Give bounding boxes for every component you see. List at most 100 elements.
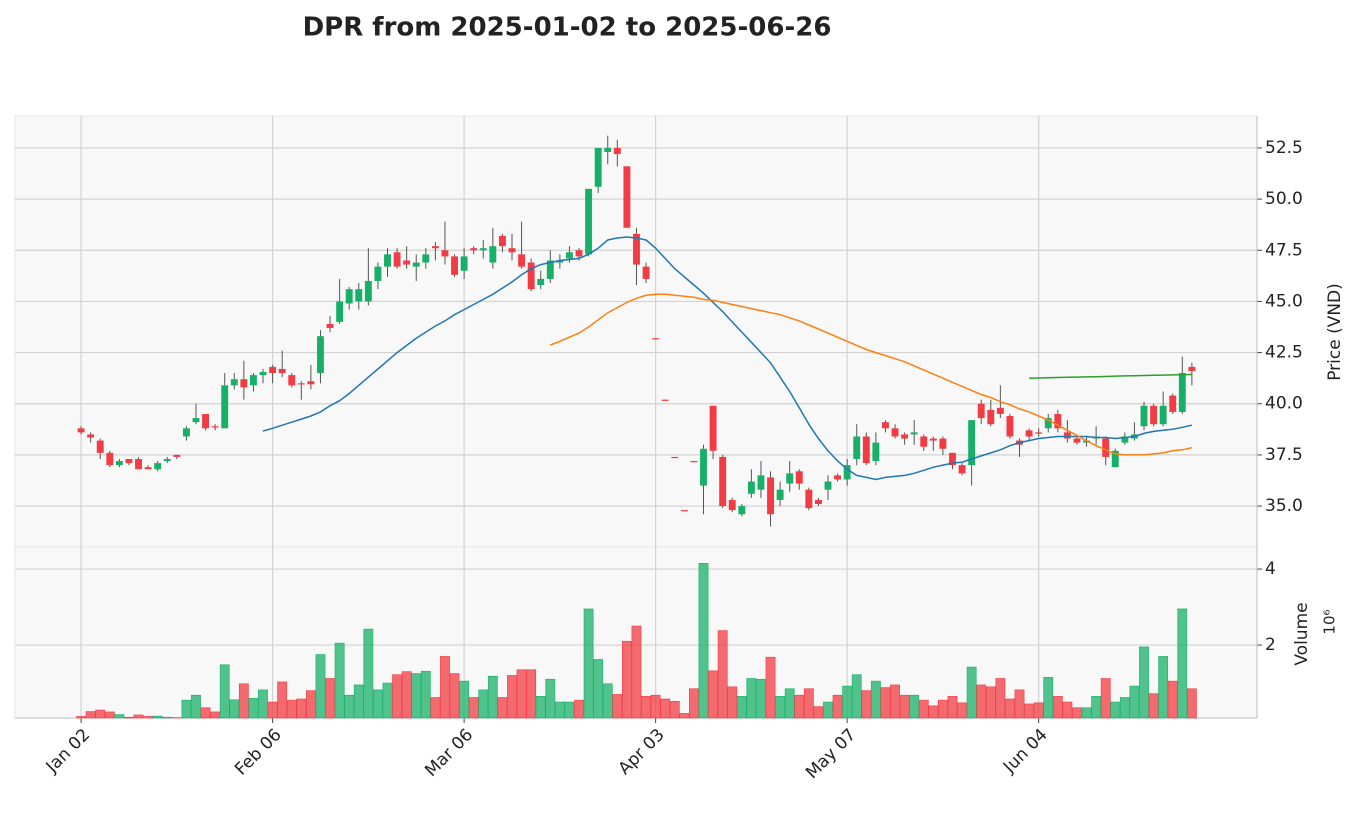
volume-bar: [602, 683, 613, 719]
volume-bar: [152, 715, 163, 719]
candle-body: [1178, 373, 1186, 412]
candle-body: [747, 481, 755, 494]
volume-bar: [938, 699, 948, 719]
volume-bar: [1052, 696, 1063, 719]
volume-bar: [650, 694, 661, 719]
volume-bar: [258, 689, 268, 719]
volume-bar: [468, 697, 479, 719]
volume-bar: [1158, 656, 1169, 719]
candle-body: [412, 262, 420, 267]
candle-body: [202, 413, 210, 429]
volume-bar: [363, 628, 374, 719]
volume-bar: [1167, 680, 1178, 719]
candle-body: [719, 456, 727, 507]
volume-bar: [430, 697, 441, 719]
x-tick-label: May 07: [802, 725, 860, 783]
volume-bar: [420, 670, 431, 719]
candle-body: [882, 422, 889, 429]
y-tick-label: 37.5: [1265, 445, 1303, 465]
candle-body: [364, 280, 372, 302]
volume-bar: [784, 688, 795, 719]
candle-body: [96, 440, 104, 453]
candle-body: [565, 252, 573, 259]
volume-bar: [928, 705, 939, 719]
volume-bar: [870, 680, 881, 719]
volume-bar: [554, 701, 565, 719]
candle-body: [767, 477, 774, 515]
volume-bar: [660, 698, 671, 719]
candle-body: [546, 260, 554, 279]
volume-bar: [334, 642, 345, 719]
candle-body: [374, 266, 382, 281]
candle-body: [498, 235, 506, 247]
y-tick-label: 42.5: [1265, 343, 1303, 363]
volume-bar: [248, 697, 259, 719]
volume-bar: [392, 674, 402, 719]
volume-bar: [545, 678, 556, 719]
candle-body: [259, 372, 267, 376]
volume-bar: [459, 680, 470, 719]
candle-body: [891, 428, 899, 437]
volume-bar: [717, 630, 728, 719]
volume-bar: [315, 654, 326, 719]
candle-body: [652, 338, 660, 340]
volume-bar: [516, 669, 527, 719]
volume-bar: [507, 675, 517, 719]
candle-body: [422, 254, 430, 263]
candle-body: [910, 432, 918, 435]
volume-bar: [622, 640, 632, 719]
volume-bar: [612, 694, 623, 719]
volume-bar: [641, 696, 651, 719]
volume-bar: [497, 697, 508, 719]
volume-bar: [631, 625, 642, 719]
x-tick-label: Feb 06: [231, 725, 286, 780]
volume-bar: [1005, 698, 1015, 719]
candle-body: [633, 233, 640, 265]
candle-body: [834, 475, 842, 480]
candle-body: [671, 456, 679, 459]
candle-body: [700, 448, 707, 486]
volume-bar: [1148, 693, 1159, 719]
candle-body: [929, 438, 937, 441]
candle-body: [805, 489, 813, 509]
candle-body: [776, 489, 784, 500]
volume-bar: [909, 694, 920, 719]
candle-body: [1102, 438, 1110, 457]
volume-bar: [95, 709, 106, 719]
volume-bar: [487, 675, 498, 719]
candle-body: [1111, 450, 1119, 468]
volume-bar: [861, 690, 872, 719]
volume-bar: [401, 671, 412, 719]
volume-bar: [478, 689, 489, 719]
volume-bar: [918, 699, 929, 719]
volume-bar: [238, 683, 249, 719]
candle-body: [249, 375, 257, 386]
volume-bar: [765, 656, 776, 719]
candle-body: [336, 301, 344, 322]
volume-tick-label: 4: [1265, 559, 1276, 579]
volume-bar: [1100, 678, 1111, 719]
candle-body: [240, 379, 248, 388]
candle-body: [556, 260, 564, 263]
candle-body: [317, 336, 324, 374]
candle-body: [403, 260, 411, 265]
volume-bar: [985, 686, 996, 719]
moving-average-line: [550, 293, 1193, 456]
candle-body: [709, 405, 717, 451]
candle-body: [1063, 432, 1071, 439]
y-tick-label: 40.0: [1265, 394, 1303, 414]
volume-bar: [1033, 702, 1044, 719]
volume-bar: [708, 670, 718, 719]
volume-bar: [526, 669, 537, 719]
volume-bar: [1043, 677, 1054, 719]
volume-bar: [124, 716, 134, 719]
candle-body: [345, 289, 353, 304]
volume-bar: [325, 678, 335, 719]
candle-body: [326, 323, 334, 329]
price-panel: [14, 115, 1258, 548]
volume-bar: [947, 696, 958, 719]
candle-body: [460, 256, 468, 271]
candle-body: [479, 248, 487, 251]
volume-bar: [1119, 697, 1130, 719]
